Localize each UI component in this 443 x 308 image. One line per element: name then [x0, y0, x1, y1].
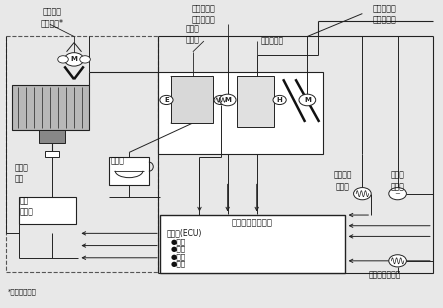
- Text: 空气混合控
制伺服电机: 空气混合控 制伺服电机: [192, 4, 216, 25]
- Text: 车外气温传感器: 车外气温传感器: [368, 270, 400, 279]
- Text: 压缩机: 压缩机: [111, 156, 124, 165]
- Text: ●判断: ●判断: [171, 253, 186, 260]
- Bar: [19, 197, 76, 224]
- Text: 气流方式控
制伺服电机: 气流方式控 制伺服电机: [373, 4, 396, 25]
- Circle shape: [354, 188, 371, 200]
- Text: ~: ~: [395, 191, 400, 197]
- Text: M: M: [70, 56, 78, 63]
- Text: H: H: [277, 97, 283, 103]
- Circle shape: [219, 94, 236, 106]
- Bar: [160, 215, 345, 273]
- Circle shape: [80, 56, 90, 63]
- Text: ●存储: ●存储: [171, 245, 186, 252]
- Bar: [45, 151, 59, 157]
- Text: 蒸发器
传感器: 蒸发器 传感器: [186, 24, 200, 44]
- Circle shape: [299, 94, 316, 106]
- Bar: [171, 76, 213, 124]
- Text: 进气控制
伺服电机*: 进气控制 伺服电机*: [40, 7, 63, 28]
- Circle shape: [214, 95, 227, 104]
- Text: 太阳能
传感器: 太阳能 传感器: [391, 171, 404, 191]
- Circle shape: [273, 95, 286, 104]
- Text: 水温传感器: 水温传感器: [261, 36, 284, 46]
- Bar: [12, 85, 89, 130]
- Text: 微电脑(ECU): 微电脑(ECU): [167, 229, 202, 238]
- Text: 自动空调器放大器: 自动空调器放大器: [232, 219, 273, 228]
- Text: M: M: [224, 97, 231, 103]
- Text: 功率
晶体管: 功率 晶体管: [20, 197, 34, 217]
- Bar: [109, 157, 149, 184]
- Text: E: E: [164, 97, 169, 103]
- Text: 车内气温
传感器: 车内气温 传感器: [333, 171, 352, 191]
- Circle shape: [389, 255, 406, 267]
- Bar: [39, 130, 65, 143]
- Bar: [158, 71, 323, 154]
- Circle shape: [160, 95, 173, 104]
- Text: 鼓风机
电机: 鼓风机 电机: [15, 163, 28, 183]
- Circle shape: [58, 56, 68, 63]
- Circle shape: [64, 53, 84, 66]
- Text: ●计算: ●计算: [171, 238, 186, 245]
- Text: *仅限某些型号: *仅限某些型号: [8, 288, 37, 295]
- Text: ●定时: ●定时: [171, 261, 186, 267]
- Bar: [6, 36, 158, 272]
- Text: M: M: [304, 97, 311, 103]
- Circle shape: [389, 188, 406, 200]
- Bar: [237, 76, 274, 127]
